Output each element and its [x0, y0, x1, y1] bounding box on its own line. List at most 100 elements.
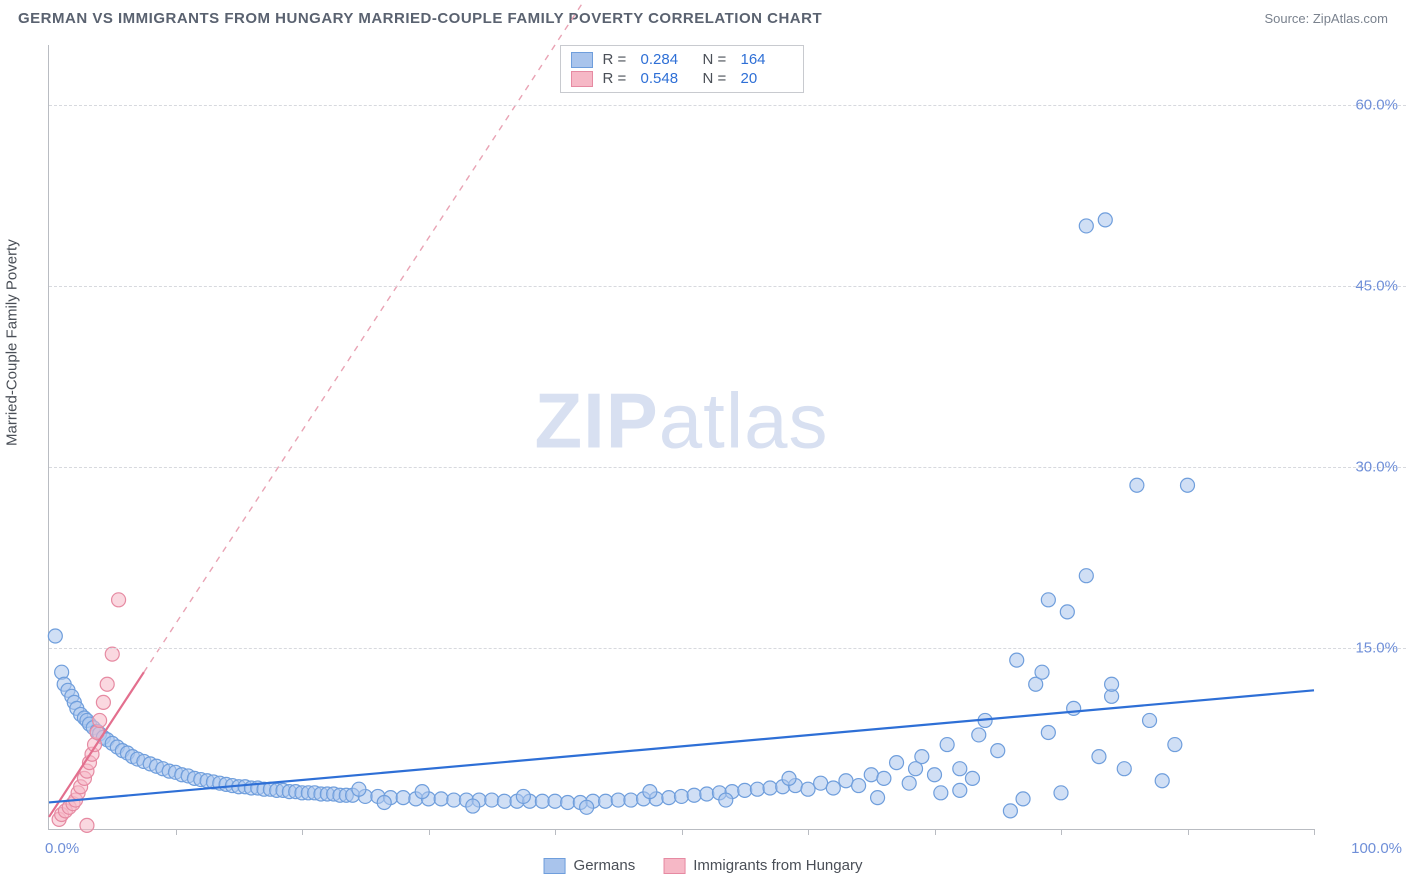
gridline: [49, 105, 1406, 106]
legend-label-germans: Germans: [574, 857, 636, 874]
data-point: [1155, 774, 1169, 788]
xtick: [555, 829, 556, 835]
ytick-label: 15.0%: [1355, 640, 1398, 657]
data-point: [1067, 701, 1081, 715]
data-point: [485, 793, 499, 807]
xtick: [1061, 829, 1062, 835]
data-point: [864, 768, 878, 782]
gridline: [49, 467, 1406, 468]
data-point: [1035, 665, 1049, 679]
data-point: [1041, 593, 1055, 607]
source-attribution: Source: ZipAtlas.com: [1264, 11, 1388, 26]
data-point: [1117, 762, 1131, 776]
data-point: [1016, 792, 1030, 806]
data-point: [991, 744, 1005, 758]
data-point: [1105, 677, 1119, 691]
data-point: [852, 779, 866, 793]
data-point: [1079, 219, 1093, 233]
data-point: [497, 794, 511, 808]
data-point: [719, 793, 733, 807]
data-point: [548, 794, 562, 808]
data-point: [535, 794, 549, 808]
x-axis-max: 100.0%: [1351, 840, 1402, 857]
data-point: [516, 789, 530, 803]
data-point: [100, 677, 114, 691]
data-point: [377, 795, 391, 809]
data-point: [782, 771, 796, 785]
data-point: [763, 781, 777, 795]
data-point: [447, 793, 461, 807]
data-point: [940, 738, 954, 752]
source-link[interactable]: ZipAtlas.com: [1313, 11, 1388, 26]
data-point: [1079, 569, 1093, 583]
data-point: [352, 782, 366, 796]
data-point: [1092, 750, 1106, 764]
data-point: [466, 799, 480, 813]
ytick-label: 60.0%: [1355, 97, 1398, 114]
data-point: [700, 787, 714, 801]
data-point: [434, 792, 448, 806]
data-point: [687, 788, 701, 802]
gridline: [49, 286, 1406, 287]
source-prefix: Source:: [1264, 11, 1312, 26]
data-point: [972, 728, 986, 742]
data-point: [1168, 738, 1182, 752]
data-point: [965, 771, 979, 785]
data-point: [750, 782, 764, 796]
xtick: [302, 829, 303, 835]
data-point: [826, 781, 840, 795]
data-point: [662, 791, 676, 805]
data-point: [909, 762, 923, 776]
data-point: [643, 785, 657, 799]
data-point: [738, 783, 752, 797]
swatch-germans: [544, 858, 566, 874]
swatch-hungary: [663, 858, 685, 874]
data-point: [96, 695, 110, 709]
y-axis-title: Married-Couple Family Poverty: [4, 239, 21, 446]
data-point: [1181, 478, 1195, 492]
legend-item-hungary: Immigrants from Hungary: [663, 857, 862, 874]
data-point: [839, 774, 853, 788]
data-point: [112, 593, 126, 607]
data-point: [1041, 726, 1055, 740]
data-point: [928, 768, 942, 782]
xtick: [1314, 829, 1315, 835]
ytick-label: 45.0%: [1355, 278, 1398, 295]
trend-line: [144, 0, 618, 672]
data-point: [953, 783, 967, 797]
chart-header: GERMAN VS IMMIGRANTS FROM HUNGARY MARRIE…: [0, 0, 1406, 31]
data-point: [1143, 713, 1157, 727]
data-point: [1130, 478, 1144, 492]
data-point: [934, 786, 948, 800]
plot-area: ZIPatlas R = 0.284 N = 164 R = 0.548 N =…: [48, 45, 1314, 830]
data-point: [93, 713, 107, 727]
data-point: [890, 756, 904, 770]
xtick: [1188, 829, 1189, 835]
data-point: [80, 818, 94, 832]
data-point: [953, 762, 967, 776]
x-axis-min: 0.0%: [45, 840, 79, 857]
xtick: [808, 829, 809, 835]
trend-line: [49, 690, 1314, 802]
data-point: [105, 647, 119, 661]
chart-title: GERMAN VS IMMIGRANTS FROM HUNGARY MARRIE…: [18, 10, 822, 27]
ytick-label: 30.0%: [1355, 459, 1398, 476]
data-point: [814, 776, 828, 790]
data-point: [48, 629, 62, 643]
data-point: [1060, 605, 1074, 619]
xtick: [176, 829, 177, 835]
data-point: [801, 782, 815, 796]
data-point: [877, 771, 891, 785]
data-point: [1003, 804, 1017, 818]
data-point: [611, 793, 625, 807]
xtick: [935, 829, 936, 835]
series-legend: Germans Immigrants from Hungary: [544, 857, 863, 874]
data-point: [599, 794, 613, 808]
legend-label-hungary: Immigrants from Hungary: [693, 857, 862, 874]
scatter-svg: [49, 45, 1314, 829]
legend-item-germans: Germans: [544, 857, 636, 874]
xtick: [429, 829, 430, 835]
data-point: [902, 776, 916, 790]
data-point: [561, 795, 575, 809]
data-point: [624, 793, 638, 807]
